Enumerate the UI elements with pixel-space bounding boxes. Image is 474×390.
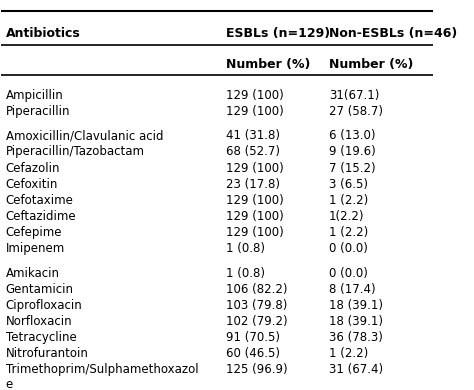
Text: 103 (79.8): 103 (79.8) bbox=[226, 299, 287, 312]
Text: 27 (58.7): 27 (58.7) bbox=[329, 105, 383, 118]
Text: 1 (2.2): 1 (2.2) bbox=[329, 194, 368, 207]
Text: Antibiotics: Antibiotics bbox=[6, 27, 81, 39]
Text: Gentamicin: Gentamicin bbox=[6, 283, 73, 296]
Text: 129 (100): 129 (100) bbox=[226, 226, 283, 239]
Text: Cefepime: Cefepime bbox=[6, 226, 62, 239]
Text: Piperacillin: Piperacillin bbox=[6, 105, 70, 118]
Text: 31(67.1): 31(67.1) bbox=[329, 89, 379, 102]
Text: 1 (0.8): 1 (0.8) bbox=[226, 267, 264, 280]
Text: 125 (96.9): 125 (96.9) bbox=[226, 363, 287, 376]
Text: 129 (100): 129 (100) bbox=[226, 210, 283, 223]
Text: 68 (52.7): 68 (52.7) bbox=[226, 145, 280, 158]
Text: 129 (100): 129 (100) bbox=[226, 194, 283, 207]
Text: 0 (0.0): 0 (0.0) bbox=[329, 242, 368, 255]
Text: Trimethoprim/Sulphamethoxazol
e: Trimethoprim/Sulphamethoxazol e bbox=[6, 363, 198, 390]
Text: 23 (17.8): 23 (17.8) bbox=[226, 178, 280, 191]
Text: Nitrofurantoin: Nitrofurantoin bbox=[6, 347, 89, 360]
Text: 91 (70.5): 91 (70.5) bbox=[226, 331, 280, 344]
Text: 60 (46.5): 60 (46.5) bbox=[226, 347, 280, 360]
Text: Ampicillin: Ampicillin bbox=[6, 89, 64, 102]
Text: 1 (0.8): 1 (0.8) bbox=[226, 242, 264, 255]
Text: 18 (39.1): 18 (39.1) bbox=[329, 315, 383, 328]
Text: 129 (100): 129 (100) bbox=[226, 105, 283, 118]
Text: Cefotaxime: Cefotaxime bbox=[6, 194, 73, 207]
Text: Number (%): Number (%) bbox=[226, 58, 310, 71]
Text: 1 (2.2): 1 (2.2) bbox=[329, 226, 368, 239]
Text: 3 (6.5): 3 (6.5) bbox=[329, 178, 368, 191]
Text: Imipenem: Imipenem bbox=[6, 242, 65, 255]
Text: Ceftazidime: Ceftazidime bbox=[6, 210, 76, 223]
Text: 36 (78.3): 36 (78.3) bbox=[329, 331, 383, 344]
Text: 7 (15.2): 7 (15.2) bbox=[329, 161, 376, 175]
Text: Cefazolin: Cefazolin bbox=[6, 161, 60, 175]
Text: 129 (100): 129 (100) bbox=[226, 89, 283, 102]
Text: 6 (13.0): 6 (13.0) bbox=[329, 129, 375, 142]
Text: Norfloxacin: Norfloxacin bbox=[6, 315, 73, 328]
Text: 9 (19.6): 9 (19.6) bbox=[329, 145, 376, 158]
Text: Tetracycline: Tetracycline bbox=[6, 331, 76, 344]
Text: Non-ESBLs (n=46): Non-ESBLs (n=46) bbox=[329, 27, 457, 39]
Text: 0 (0.0): 0 (0.0) bbox=[329, 267, 368, 280]
Text: 1 (2.2): 1 (2.2) bbox=[329, 347, 368, 360]
Text: 18 (39.1): 18 (39.1) bbox=[329, 299, 383, 312]
Text: Cefoxitin: Cefoxitin bbox=[6, 178, 58, 191]
Text: 1(2.2): 1(2.2) bbox=[329, 210, 365, 223]
Text: Amoxicillin/Clavulanic acid: Amoxicillin/Clavulanic acid bbox=[6, 129, 163, 142]
Text: ESBLs (n=129): ESBLs (n=129) bbox=[226, 27, 330, 39]
Text: 31 (67.4): 31 (67.4) bbox=[329, 363, 383, 376]
Text: Ciprofloxacin: Ciprofloxacin bbox=[6, 299, 82, 312]
Text: Piperacillin/Tazobactam: Piperacillin/Tazobactam bbox=[6, 145, 145, 158]
Text: 102 (79.2): 102 (79.2) bbox=[226, 315, 287, 328]
Text: 129 (100): 129 (100) bbox=[226, 161, 283, 175]
Text: 8 (17.4): 8 (17.4) bbox=[329, 283, 376, 296]
Text: Number (%): Number (%) bbox=[329, 58, 413, 71]
Text: Amikacin: Amikacin bbox=[6, 267, 60, 280]
Text: 106 (82.2): 106 (82.2) bbox=[226, 283, 287, 296]
Text: 41 (31.8): 41 (31.8) bbox=[226, 129, 280, 142]
